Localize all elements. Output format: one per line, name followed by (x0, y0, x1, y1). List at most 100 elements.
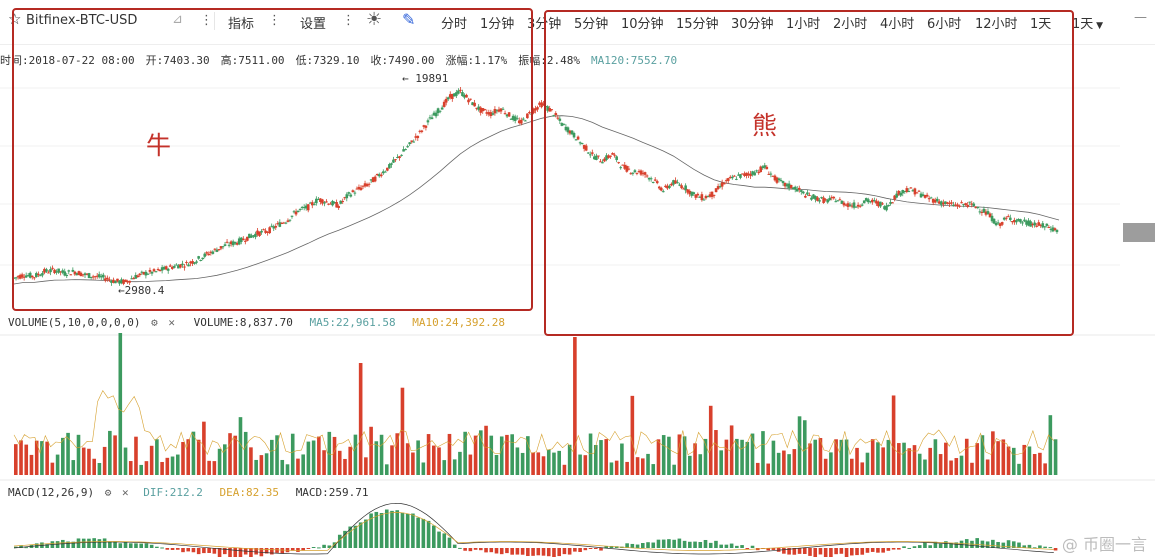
close-icon[interactable]: ✕ (121, 486, 129, 499)
candle-body (597, 155, 600, 157)
candle-body (118, 280, 121, 284)
macd-bar (254, 548, 258, 555)
theme-sun-icon[interactable]: ☀ (366, 9, 383, 30)
candle-body (351, 190, 355, 193)
candle-body (944, 201, 947, 205)
candle-body (201, 257, 205, 260)
volume-bar (792, 449, 797, 475)
candle-body (877, 201, 880, 207)
candle-body (166, 268, 170, 271)
volume-bar (421, 462, 426, 475)
candle-body (923, 194, 927, 198)
volume-bar (876, 442, 880, 475)
candle-body (499, 108, 503, 112)
divider (214, 12, 215, 30)
candle-body (948, 203, 951, 205)
volume-bar (776, 452, 781, 475)
interval-option[interactable]: 30分钟 (731, 17, 774, 32)
gear-icon[interactable]: ⚙ (104, 486, 112, 499)
volume-bar (196, 439, 201, 475)
candle-body (917, 190, 921, 192)
volume-bar (865, 452, 870, 475)
chart-type-icon[interactable]: ⊿ (172, 12, 183, 27)
macd-bar (437, 531, 441, 548)
candle-body (546, 106, 549, 111)
more-icon[interactable]: ⋮ (200, 13, 213, 28)
interval-option[interactable]: 分时 (441, 17, 468, 32)
interval-option[interactable]: 12小时 (975, 17, 1018, 32)
candle-body (854, 206, 858, 208)
volume-bar (771, 440, 776, 475)
volume-bar (118, 333, 123, 475)
candle-body (789, 184, 793, 189)
interval-option[interactable]: 2小时 (833, 17, 868, 32)
draw-pen-icon[interactable]: ✎ (402, 10, 416, 29)
candle-body (1021, 222, 1024, 224)
interval-option[interactable]: 6小时 (927, 17, 962, 32)
candle-body (639, 170, 643, 175)
macd-bar (264, 548, 269, 554)
gear-icon[interactable]: ⚙ (151, 316, 158, 329)
candle-body (450, 93, 454, 99)
candle-body (696, 193, 700, 196)
candle-body (726, 178, 730, 181)
interval-option[interactable]: 5分钟 (574, 17, 609, 32)
candle-body (517, 120, 521, 124)
candle-body (195, 261, 198, 263)
macd-bar (113, 541, 117, 548)
candle-body (964, 203, 967, 206)
macd-bar (92, 538, 96, 548)
star-icon[interactable]: ☆ (8, 10, 22, 28)
candle-body (871, 199, 874, 203)
interval-option[interactable]: 4小时 (880, 17, 915, 32)
volume-bar (348, 446, 352, 475)
candle-body (57, 268, 60, 273)
candle-body (369, 179, 373, 181)
more-icon[interactable]: ⋮ (268, 13, 281, 28)
volume-bar (641, 458, 645, 475)
candle-body (168, 265, 172, 267)
volume-bar (541, 456, 546, 475)
candle-body (970, 203, 974, 205)
candle-body (323, 202, 326, 204)
candle-body (35, 273, 38, 278)
macd-bar (980, 540, 985, 548)
macd-bar (996, 541, 1000, 548)
volume-bar (306, 441, 311, 475)
volume-bar (458, 451, 462, 475)
candle-body (402, 149, 405, 152)
close-icon[interactable]: ✕ (168, 316, 175, 329)
candle-body (976, 206, 980, 208)
macd-bar (45, 544, 49, 548)
candle-body (465, 94, 468, 98)
candle-body (479, 107, 482, 113)
candle-body (290, 215, 294, 217)
candle-body (284, 222, 288, 224)
interval-option[interactable]: 1小时 (786, 17, 821, 32)
candle-body (680, 185, 683, 189)
candle-body (179, 264, 182, 268)
candle-body (469, 98, 472, 100)
candle-body (120, 279, 123, 283)
settings-button[interactable]: 设置 (300, 17, 327, 32)
candle-body (1033, 222, 1036, 226)
interval-option[interactable]: 15分钟 (676, 17, 719, 32)
volume-ma5: MA5:22,961.58 (309, 316, 396, 329)
more-icon[interactable]: ⋮ (342, 13, 355, 28)
interval-option[interactable]: 1天 (1030, 17, 1052, 32)
macd-bar (881, 548, 885, 553)
candle-body (657, 186, 661, 189)
volume-bar (92, 458, 96, 475)
candle-body (475, 107, 478, 109)
interval-option[interactable]: 1分钟 (480, 17, 515, 32)
symbol-label[interactable]: Bitfinex-BTC-USD (26, 13, 138, 28)
interval-dropdown[interactable]: 1天 ▼ (1072, 13, 1103, 32)
indicators-button[interactable]: 指标 (228, 17, 255, 32)
minimize-icon[interactable]: — (1134, 10, 1147, 25)
macd-bar (870, 548, 875, 552)
macd-bar (604, 546, 609, 548)
macd-bar (797, 548, 802, 554)
interval-option[interactable]: 10分钟 (621, 17, 664, 32)
macd-bar (677, 538, 682, 548)
